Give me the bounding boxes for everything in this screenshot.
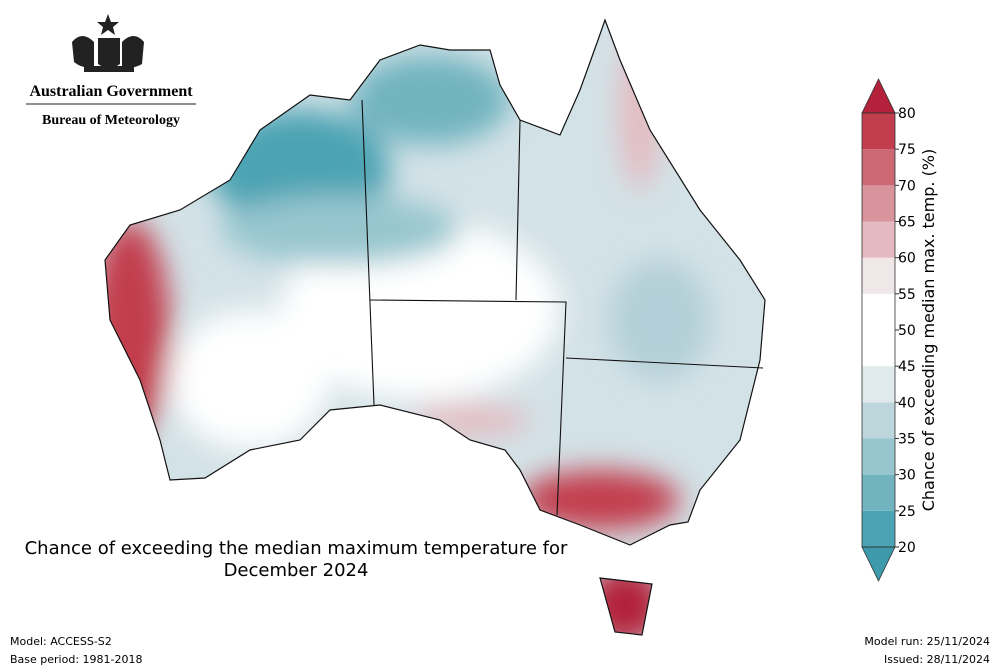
government-name: Australian Government <box>29 83 193 100</box>
colorbar-tick-label: 65 <box>898 215 916 231</box>
colorbar-segment <box>862 402 895 439</box>
colorbar-tick-label: 25 <box>898 504 916 520</box>
colorbar-tick-label: 75 <box>898 142 916 158</box>
map-title: December 2024 <box>224 560 369 581</box>
colorbar-segment <box>862 366 895 403</box>
colorbar-tick-label: 70 <box>898 178 916 194</box>
colorbar-segment <box>862 293 895 330</box>
colorbar: 20 25 30 35 40 45 50 55 60 65 70 75 80 <box>861 78 916 582</box>
colorbar-tick-label: 45 <box>898 359 916 375</box>
colorbar-tick-label: 50 <box>898 323 916 339</box>
coat-of-arms <box>72 14 144 72</box>
issued-note: Issued: 28/11/2024 <box>884 653 990 666</box>
colorbar-segment <box>862 149 895 186</box>
agency-name: Bureau of Meteorology <box>42 113 180 128</box>
colorbar-tick-label: 20 <box>898 540 916 556</box>
colorbar-segment <box>862 330 895 367</box>
colorbar-tick-label: 60 <box>898 251 916 267</box>
base-period-note: Base period: 1981-2018 <box>10 653 142 666</box>
colorbar-tick-label: 80 <box>898 106 916 122</box>
model-note: Model: ACCESS-S2 <box>10 635 112 648</box>
colorbar-label: Chance of exceeding median max. temp. (%… <box>919 149 938 512</box>
colorbar-segment <box>862 510 895 547</box>
colorbar-tick-label: 30 <box>898 468 916 484</box>
colorbar-tick-label: 35 <box>898 432 916 448</box>
colorbar-extend-low <box>861 546 896 582</box>
model-run-note: Model run: 25/11/2024 <box>864 635 990 648</box>
colorbar-extend-high <box>861 78 896 114</box>
colorbar-tick-label: 40 <box>898 395 916 411</box>
colorbar-segment <box>862 221 895 258</box>
colorbar-tick-label: 55 <box>898 287 916 303</box>
map-title: Chance of exceeding the median maximum t… <box>25 538 568 559</box>
colorbar-segment <box>862 438 895 475</box>
tasmania-outline <box>599 577 653 636</box>
colorbar-segment <box>862 257 895 294</box>
colorbar-segment <box>862 474 895 511</box>
state-borders <box>361 99 764 516</box>
colorbar-segment <box>862 185 895 222</box>
colorbar-segment <box>862 113 895 150</box>
